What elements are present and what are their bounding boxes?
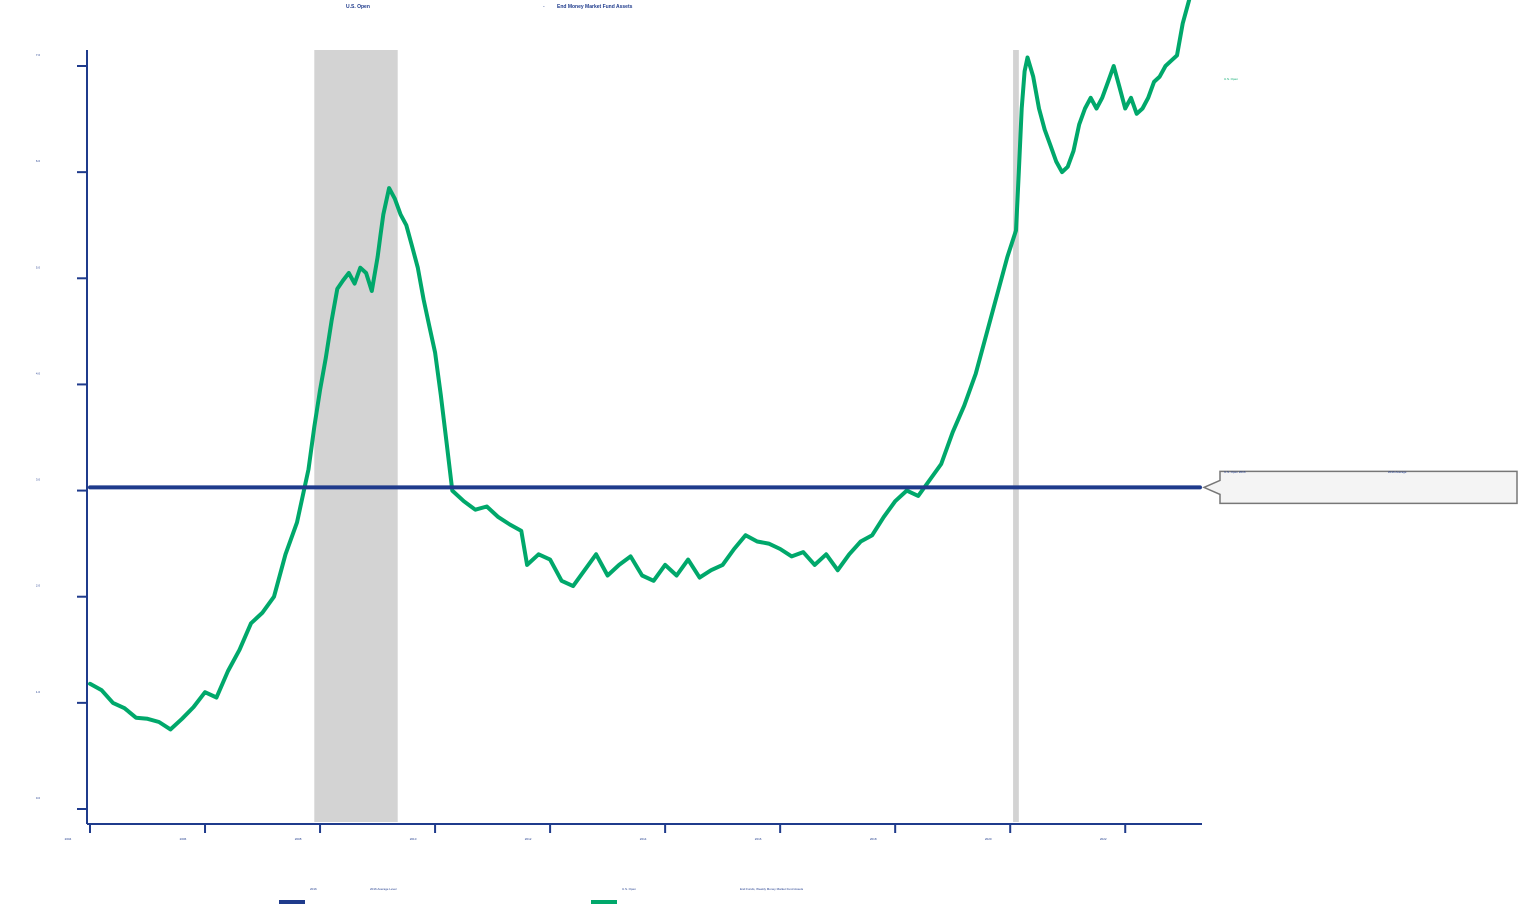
legend-item-average-sub: 2016 Average Level — [370, 887, 397, 891]
x-tick-label-2: 2008 — [295, 837, 302, 841]
x-tick-label-5: 2014 — [640, 837, 647, 841]
chart-callouts — [1202, 470, 1518, 505]
x-tick-label-9: 2022 — [1100, 837, 1107, 841]
legend-item-average-label: 2016 — [310, 887, 317, 891]
callout-box-average — [1202, 470, 1518, 505]
x-tick-label-1: 2006 — [180, 837, 187, 841]
x-tick-label-8: 2020 — [985, 837, 992, 841]
x-tick-label-4: 2012 — [525, 837, 532, 841]
x-tick-label-7: 2018 — [870, 837, 877, 841]
callout-average-label: U.S. Open 2016 — [1224, 470, 1246, 474]
y-tick-label-1: 1.0 — [36, 690, 41, 694]
y-tick-label-0: 0.0 — [36, 796, 41, 800]
callout-open-label: U.S. Open — [1224, 77, 1239, 81]
recession-band-1 — [1013, 50, 1019, 822]
series-line-0 — [88, 0, 1192, 732]
chart-series — [88, 0, 1202, 732]
x-tick-label-3: 2010 — [410, 837, 417, 841]
recession-band-0 — [314, 50, 398, 822]
callout-average-sub: 2016 Average — [1388, 470, 1407, 474]
y-tick-label-6: 6.0 — [36, 159, 41, 163]
y-tick-label-5: 5.0 — [36, 265, 41, 269]
chart-header: U.S. Open - End Money Market Fund Assets — [0, 2, 1519, 12]
legend-swatch-open — [591, 900, 617, 904]
recession-shading — [314, 50, 1019, 822]
chart-axes: 0.0 1.0 2.0 3.0 4.0 5.0 6.0 7.0 2004 2006 2008 2010… — [36, 50, 1202, 841]
chart-title-separator: - — [543, 4, 545, 10]
legend-item-open-label: U.S. Open — [622, 887, 637, 891]
x-tick-label-6: 2016 — [755, 837, 762, 841]
legend-swatch-average — [279, 900, 305, 904]
y-tick-label-3: 3.0 — [36, 478, 41, 482]
chart-title-right: End Money Market Fund Assets — [557, 4, 633, 10]
y-tick-label-4: 4.0 — [36, 371, 41, 375]
y-tick-label-7: 7.0 — [36, 53, 41, 57]
y-tick-label-2: 2.0 — [36, 584, 41, 588]
legend-item-open-sub: End Funds, Weekly Money Market Fund Asse… — [740, 887, 804, 891]
chart-title-left: U.S. Open — [346, 4, 370, 10]
x-tick-label-0: 2004 — [65, 837, 72, 841]
